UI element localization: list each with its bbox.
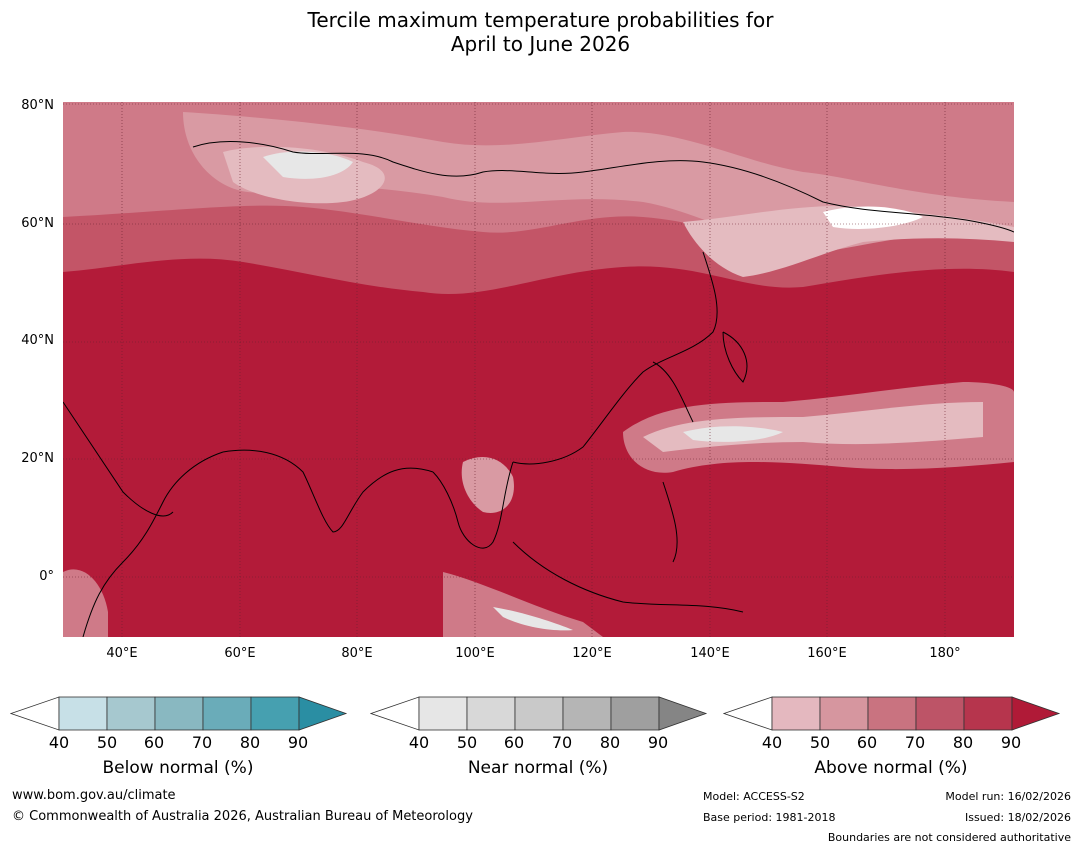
colorbar-tick: 50 <box>809 733 831 752</box>
disclaimer-text: Boundaries are not considered authoritat… <box>827 831 1071 844</box>
colorbar-tick: 80 <box>599 733 621 752</box>
near-normal-colorbar <box>370 696 708 731</box>
lon-label: 140°E <box>690 646 730 661</box>
colorbar-segment <box>915 696 965 731</box>
below-normal-colorbar <box>10 696 348 731</box>
region-indonesia-white <box>493 607 573 631</box>
colorbar-tick: 50 <box>96 733 118 752</box>
region-scandinavia-white <box>263 151 353 179</box>
colorbar-segment <box>819 696 869 731</box>
colorbar-tick: 50 <box>456 733 478 752</box>
colorbar-segment <box>106 696 156 731</box>
colorbar-tick: 80 <box>952 733 974 752</box>
colorbar-segment <box>202 696 252 731</box>
colorbar-tick: 80 <box>239 733 261 752</box>
coastlines <box>63 141 1014 637</box>
colorbar-segment <box>867 696 917 731</box>
colorbar-segment <box>514 696 564 731</box>
issued-text: Issued: 18/02/2026 <box>964 811 1071 824</box>
colorbar-extend-high <box>298 696 348 731</box>
lat-label: 60°N <box>21 216 54 231</box>
colorbar-segment <box>562 696 612 731</box>
colorbar-extend-low <box>10 696 60 731</box>
lon-label: 40°E <box>106 646 138 661</box>
model-run-text: Model run: 16/02/2026 <box>945 790 1071 803</box>
near-normal-title: Near normal (%) <box>467 758 609 778</box>
colorbar-segment <box>250 696 300 731</box>
copyright-text: © Commonwealth of Australia 2026, Austra… <box>12 809 473 824</box>
lat-label: 80°N <box>21 98 54 113</box>
colorbar-tick: 40 <box>761 733 783 752</box>
lat-label: 0° <box>39 569 54 584</box>
map-title: Tercile maximum temperature probabilitie… <box>0 8 1081 56</box>
below-normal-title: Below normal (%) <box>102 758 254 778</box>
colorbar-segment <box>418 696 468 731</box>
lon-label: 100°E <box>455 646 495 661</box>
website-link[interactable]: www.bom.gov.au/climate <box>12 788 176 803</box>
colorbar-segment <box>466 696 516 731</box>
lon-label: 120°E <box>572 646 612 661</box>
above-normal-title: Above normal (%) <box>814 758 968 778</box>
colorbar-tick: 60 <box>503 733 525 752</box>
colorbar-segment <box>963 696 1013 731</box>
colorbar-segment <box>610 696 660 731</box>
graticule <box>63 102 1014 637</box>
lat-label: 20°N <box>21 451 54 466</box>
colorbar-extend-low <box>370 696 420 731</box>
colorbar-tick: 60 <box>143 733 165 752</box>
colorbar-tick: 90 <box>287 733 309 752</box>
region-northeast-white <box>823 206 923 229</box>
colorbar-tick: 90 <box>1000 733 1022 752</box>
lon-label: 160°E <box>807 646 847 661</box>
colorbar-tick: 60 <box>856 733 878 752</box>
colorbar-tick: 70 <box>551 733 573 752</box>
title-line-1: Tercile maximum temperature probabilitie… <box>307 8 774 32</box>
colorbar-tick: 40 <box>408 733 430 752</box>
probability-map <box>63 102 1014 637</box>
colorbar-extend-high <box>1011 696 1061 731</box>
colorbar-segment <box>58 696 108 731</box>
region-indonesia-south <box>443 572 603 637</box>
lon-label: 60°E <box>224 646 256 661</box>
lon-label: 80°E <box>341 646 373 661</box>
region-pacific-white <box>683 426 783 442</box>
colorbar-tick: 70 <box>191 733 213 752</box>
colorbar-tick: 90 <box>647 733 669 752</box>
lat-label: 40°N <box>21 333 54 348</box>
colorbar-segment <box>154 696 204 731</box>
colorbar-tick: 40 <box>48 733 70 752</box>
title-line-2: April to June 2026 <box>450 32 631 56</box>
colorbar-extend-high <box>658 696 708 731</box>
colorbar-extend-low <box>723 696 773 731</box>
above-normal-colorbar <box>723 696 1061 731</box>
model-text: Model: ACCESS-S2 <box>703 790 805 803</box>
lon-label: 180° <box>929 646 961 661</box>
base-period-text: Base period: 1981-2018 <box>703 811 836 824</box>
colorbar-segment <box>771 696 821 731</box>
region-east-africa <box>63 569 108 637</box>
colorbar-tick: 70 <box>904 733 926 752</box>
